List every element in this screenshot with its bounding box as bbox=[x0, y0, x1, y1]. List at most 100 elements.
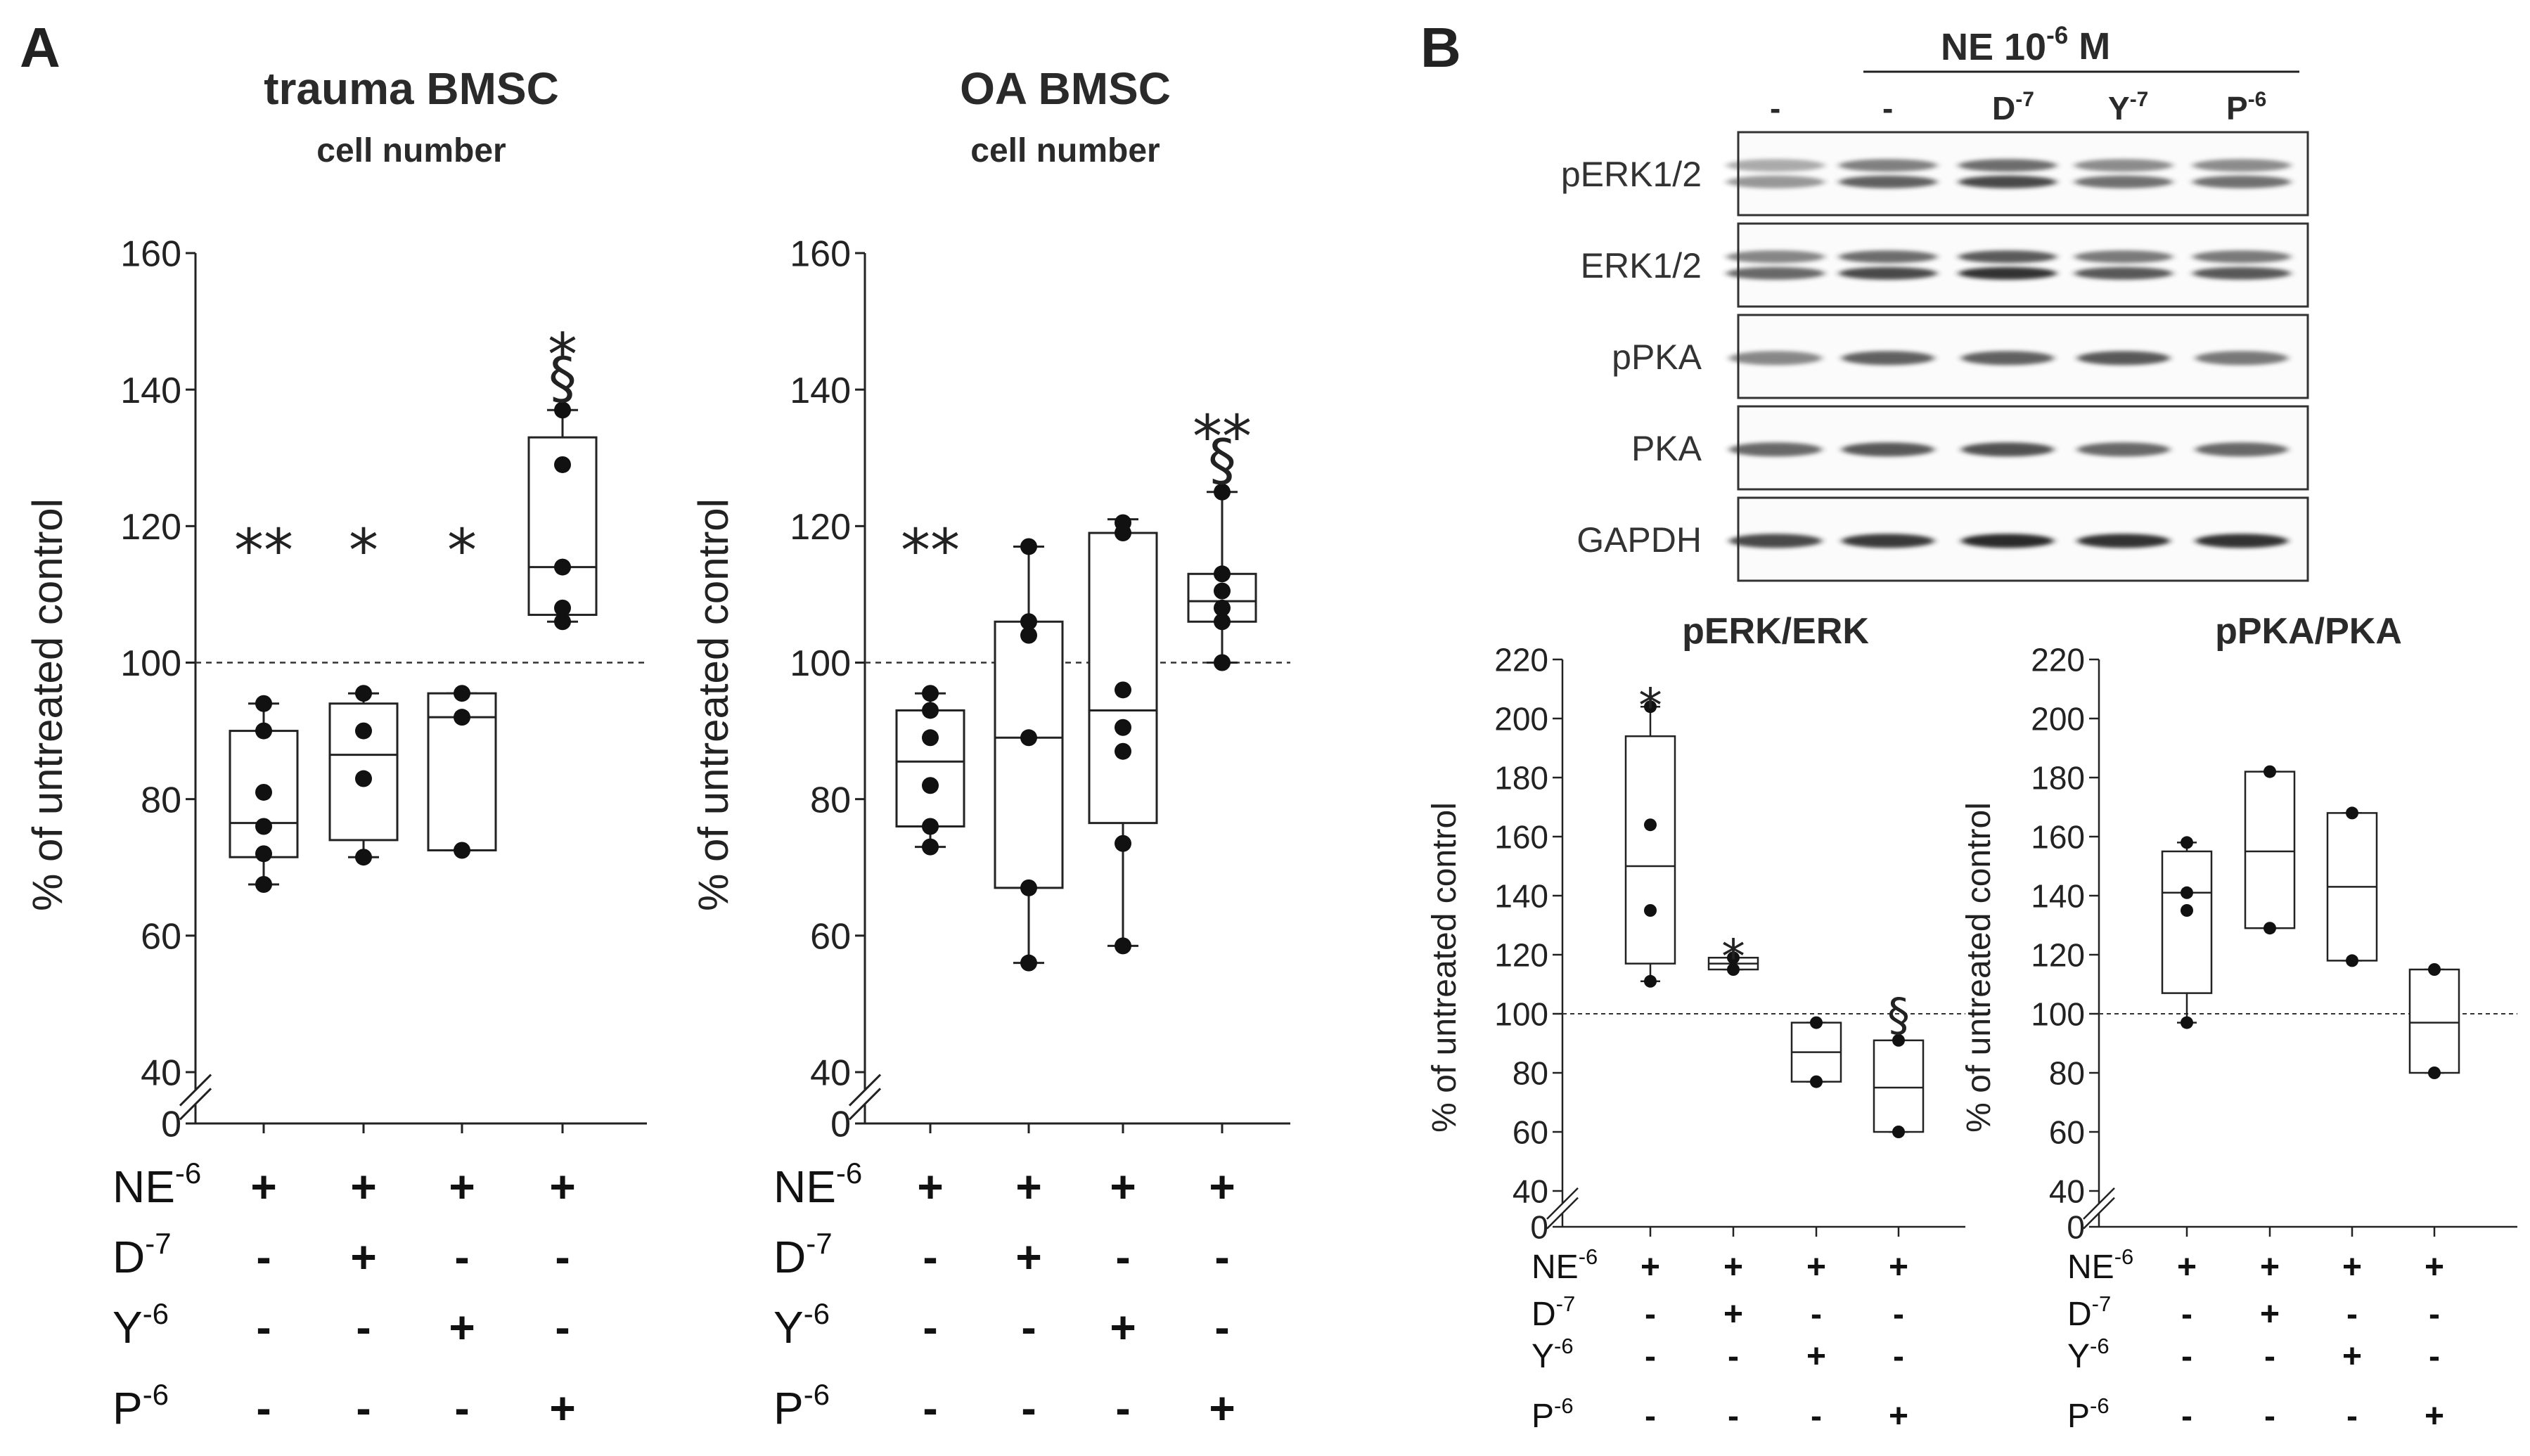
box bbox=[1088, 531, 1158, 825]
minus-sign: - bbox=[1021, 1302, 1036, 1353]
data-point bbox=[454, 709, 470, 726]
data-point bbox=[454, 685, 470, 702]
protein-band bbox=[1958, 159, 2057, 172]
data-point bbox=[1810, 1016, 1823, 1029]
y-tick-label: 200 bbox=[1494, 701, 1548, 737]
lane-label: D-7 bbox=[1992, 88, 2034, 127]
y-tick-label: 140 bbox=[790, 371, 851, 411]
protein-band bbox=[1958, 266, 2057, 280]
data-point bbox=[255, 845, 272, 863]
data-point bbox=[1214, 599, 1231, 617]
box-group: § bbox=[1873, 990, 1925, 1138]
section-mark: § bbox=[1208, 427, 1236, 493]
axis-break-mark bbox=[2083, 1197, 2115, 1230]
plus-sign: + bbox=[250, 1161, 276, 1212]
data-point bbox=[1115, 937, 1131, 955]
protein-band bbox=[2074, 250, 2173, 264]
data-point bbox=[2428, 1067, 2441, 1079]
blot-row-label: GAPDH bbox=[1577, 520, 1702, 560]
plus-sign: + bbox=[1110, 1302, 1136, 1353]
plus-sign: + bbox=[2425, 1398, 2444, 1435]
minus-sign: - bbox=[454, 1383, 469, 1434]
minus-sign: - bbox=[923, 1232, 937, 1282]
blot-row-label: pERK1/2 bbox=[1561, 155, 1702, 194]
box-group bbox=[2326, 806, 2378, 967]
chart-title: OA BMSC bbox=[960, 63, 1171, 114]
y-tick-label: 80 bbox=[1513, 1055, 1548, 1092]
significance-asterisk: * bbox=[1638, 678, 1662, 733]
data-point bbox=[922, 777, 939, 794]
protein-band bbox=[2195, 351, 2288, 366]
y-tick-label: 160 bbox=[2031, 819, 2085, 856]
y-tick-label: 160 bbox=[1494, 819, 1548, 856]
protein-band bbox=[1729, 534, 1822, 548]
data-point bbox=[255, 876, 272, 894]
y-tick-label: 100 bbox=[790, 643, 851, 684]
protein-band bbox=[1726, 250, 1825, 264]
plus-sign: + bbox=[1110, 1161, 1136, 1212]
minus-sign: - bbox=[2346, 1296, 2358, 1333]
axis-break-mark bbox=[2083, 1187, 2115, 1220]
blot-row-label: pPKA bbox=[1612, 337, 1702, 377]
data-point bbox=[2263, 922, 2276, 935]
blot-header: NE 10-6 M bbox=[1941, 22, 2110, 68]
plus-sign: + bbox=[2260, 1296, 2280, 1333]
significance-asterisk: ** bbox=[1193, 402, 1252, 471]
minus-sign: - bbox=[1021, 1383, 1036, 1434]
y-tick-label: 160 bbox=[120, 234, 181, 275]
protein-band bbox=[1729, 351, 1822, 366]
minus-sign: - bbox=[2264, 1398, 2275, 1435]
y-tick-label: 120 bbox=[1494, 937, 1548, 974]
minus-sign: - bbox=[1645, 1296, 1656, 1333]
minus-sign: - bbox=[2429, 1338, 2440, 1375]
plus-sign: + bbox=[1209, 1383, 1235, 1434]
data-point bbox=[922, 685, 939, 702]
y-tick-label: 100 bbox=[2031, 996, 2085, 1033]
charts-layer: trauma BMSC cell number % of untreated con… bbox=[24, 63, 2517, 1435]
box-group: ** bbox=[895, 516, 965, 856]
protein-band bbox=[1842, 351, 1934, 366]
minus-sign: - bbox=[2264, 1338, 2275, 1375]
y-tick-label: 80 bbox=[810, 780, 851, 820]
minus-sign: - bbox=[555, 1232, 570, 1282]
blot-frame bbox=[1737, 222, 2309, 308]
condition-label-p: P-6 bbox=[773, 1378, 830, 1434]
data-point bbox=[1727, 963, 1740, 976]
data-point bbox=[554, 401, 571, 419]
data-point bbox=[1115, 514, 1131, 531]
box-group: * bbox=[1624, 678, 1676, 988]
data-point bbox=[1214, 483, 1231, 501]
protein-band bbox=[2192, 159, 2291, 172]
significance-asterisk: ** bbox=[234, 516, 293, 585]
protein-band bbox=[1839, 250, 1937, 264]
y-tick-label: 40 bbox=[810, 1053, 851, 1094]
western-blot: NE 10-6 M - - D-7 Y-7 P-6 pERK1/2 ERK1/2 pPKA PKA… bbox=[1561, 22, 2309, 582]
condition-label-y: Y-6 bbox=[2067, 1334, 2110, 1375]
minus-sign: - bbox=[2181, 1338, 2192, 1375]
y-axis-label: % of untreated control bbox=[690, 498, 737, 911]
box-group: §** bbox=[1187, 402, 1257, 671]
y-tick-label: 180 bbox=[1494, 760, 1548, 797]
y-tick-label: 140 bbox=[120, 371, 181, 411]
box-group bbox=[2408, 963, 2460, 1079]
y-axis-label: % of untreated control bbox=[1960, 802, 1998, 1133]
condition-label-ne: NE-6 bbox=[2067, 1244, 2133, 1286]
condition-label-d: D-7 bbox=[2067, 1291, 2111, 1333]
data-point bbox=[1727, 951, 1740, 965]
y-tick-label: 0 bbox=[161, 1104, 181, 1145]
y-tick-label: 200 bbox=[2031, 701, 2085, 737]
data-point bbox=[255, 695, 272, 712]
blot-frame bbox=[1737, 131, 2309, 217]
plus-sign: + bbox=[449, 1161, 475, 1212]
protein-band bbox=[1839, 175, 1937, 188]
y-tick-label: 220 bbox=[1494, 642, 1548, 678]
y-tick-label: 0 bbox=[830, 1104, 851, 1145]
minus-sign: - bbox=[923, 1383, 937, 1434]
protein-band bbox=[2074, 266, 2173, 280]
y-tick-label: 120 bbox=[120, 507, 181, 548]
blot-row: GAPDH bbox=[1577, 496, 2309, 582]
data-point bbox=[922, 702, 939, 719]
plus-sign: + bbox=[1806, 1249, 1826, 1286]
plus-sign: + bbox=[549, 1161, 575, 1212]
lane-label: Y-7 bbox=[2108, 88, 2148, 127]
